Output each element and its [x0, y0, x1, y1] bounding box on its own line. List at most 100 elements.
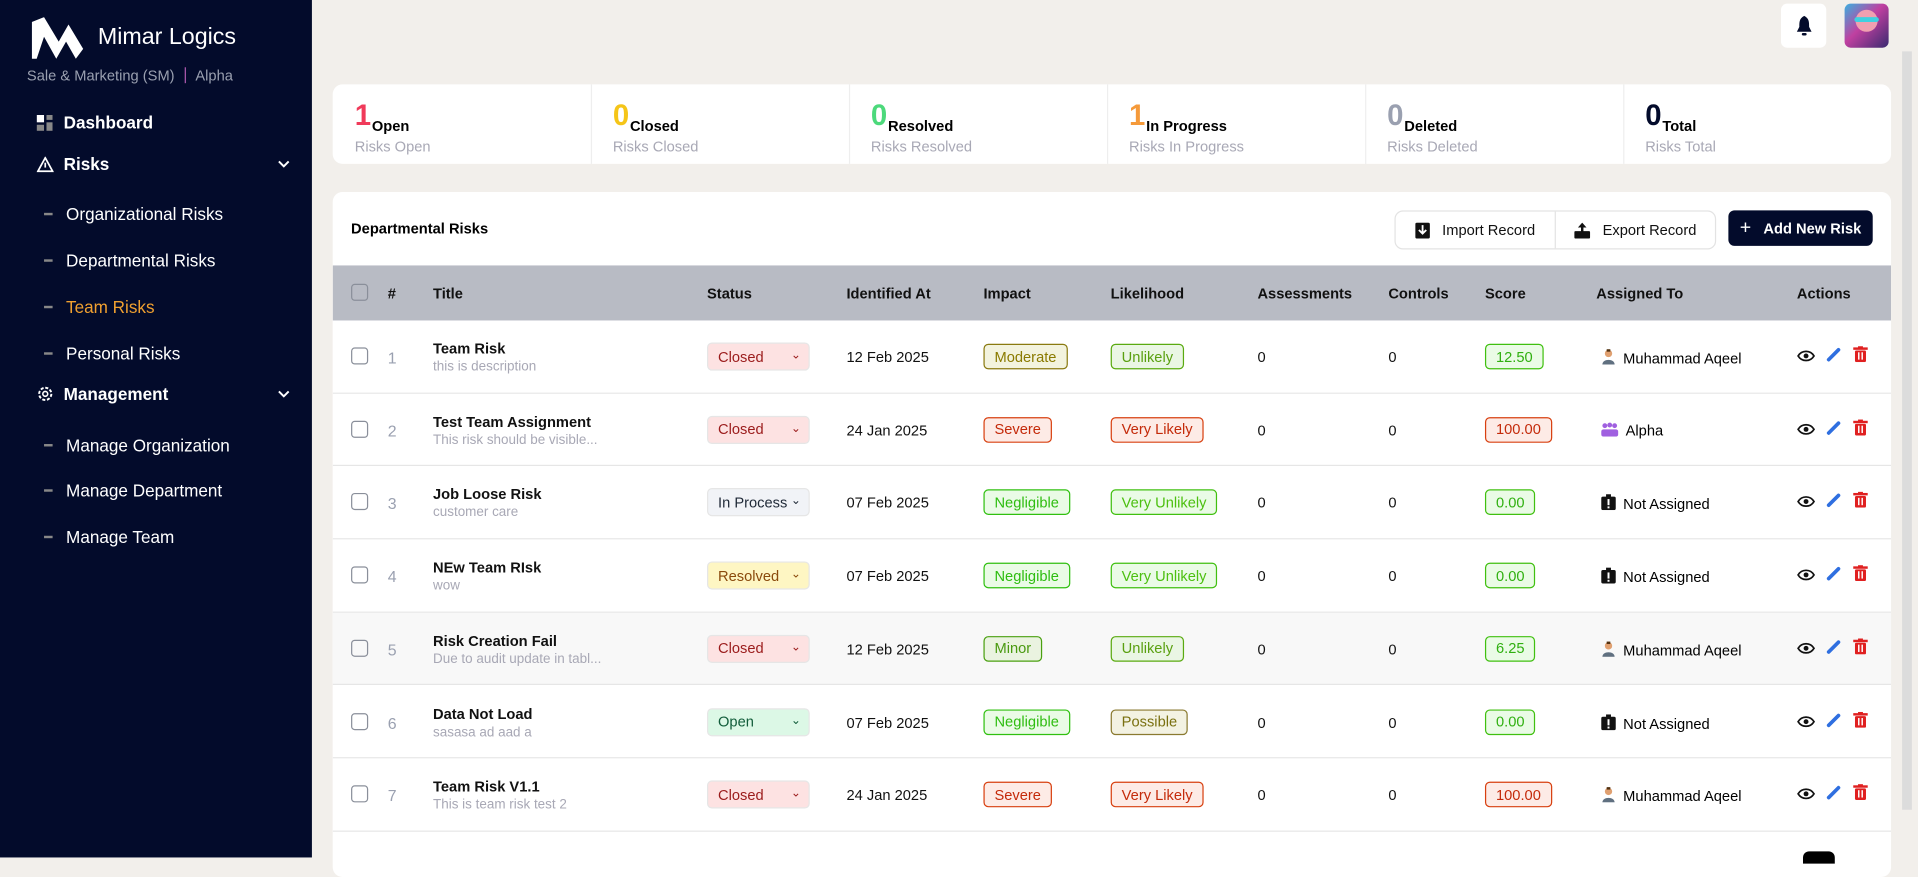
risk-title[interactable]: NEw Team RIsk — [433, 559, 542, 577]
risk-description: wow — [433, 578, 460, 594]
risk-title[interactable]: Job Loose Risk — [433, 486, 542, 504]
controls-count: 0 — [1388, 786, 1397, 804]
view-icon[interactable] — [1797, 346, 1816, 368]
row-actions — [1797, 419, 1868, 441]
row-checkbox[interactable] — [351, 712, 369, 730]
edit-icon[interactable] — [1826, 638, 1842, 660]
chevron-down-icon: ⌄ — [790, 567, 802, 582]
risk-description: sasasa ad aad a — [433, 724, 532, 740]
status-value: In Process — [718, 494, 788, 512]
sidebar-item-team-risks[interactable]: Team Risks — [0, 295, 312, 319]
delete-icon[interactable] — [1853, 346, 1868, 368]
notifications-button[interactable] — [1780, 3, 1827, 48]
sidebar-label: Team Risks — [66, 297, 155, 317]
sidebar-item-manage-team[interactable]: Manage Team — [0, 525, 312, 549]
row-checkbox[interactable] — [351, 493, 369, 511]
status-select[interactable]: Closed ⌄ — [707, 634, 810, 663]
score-badge: 0.00 — [1484, 708, 1536, 735]
delete-icon[interactable] — [1853, 638, 1868, 660]
impact-badge: Negligible — [983, 489, 1070, 516]
delete-icon[interactable] — [1853, 784, 1868, 806]
user-icon — [1601, 641, 1616, 661]
column-header-assessments: Assessments — [1257, 285, 1353, 303]
sidebar-item-organizational-risks[interactable]: Organizational Risks — [0, 202, 312, 226]
sidebar-item-personal-risks[interactable]: Personal Risks — [0, 341, 312, 365]
row-checkbox[interactable] — [351, 639, 369, 657]
sidebar-item-risks[interactable]: Risks — [0, 152, 312, 176]
add-new-risk-button[interactable]: + Add New Risk — [1728, 210, 1873, 246]
likelihood-badge: Very Likely — [1110, 416, 1204, 443]
chevron-down-icon: ⌄ — [790, 494, 802, 509]
bell-icon — [1796, 15, 1811, 36]
risk-title[interactable]: Team Risk V1.1 — [433, 778, 540, 796]
sidebar-item-manage-organization[interactable]: Manage Organization — [0, 433, 312, 457]
controls-count: 0 — [1388, 348, 1397, 366]
row-number: 4 — [387, 567, 397, 587]
row-checkbox[interactable] — [351, 420, 369, 438]
chevron-down-icon: ⌄ — [790, 640, 802, 655]
status-value: Open — [718, 713, 754, 731]
column-header-score: Score — [1484, 285, 1526, 303]
status-select[interactable]: Closed ⌄ — [707, 415, 810, 444]
row-checkbox[interactable] — [351, 785, 369, 803]
assigned-to: Alpha — [1601, 422, 1663, 440]
table-header: # Title Status Identified At Impact Likelihoo… — [332, 265, 1892, 321]
view-icon[interactable] — [1797, 419, 1816, 441]
chevron-down-icon — [278, 390, 290, 398]
stat-description: Risks Closed — [612, 138, 699, 156]
delete-icon[interactable] — [1853, 711, 1868, 733]
row-checkbox[interactable] — [351, 566, 369, 584]
delete-icon[interactable] — [1853, 565, 1868, 587]
status-select[interactable]: Closed ⌄ — [707, 342, 810, 371]
dashboard-icon — [36, 114, 54, 131]
view-icon[interactable] — [1797, 565, 1816, 587]
import-record-button[interactable]: Import Record — [1396, 211, 1556, 249]
sidebar-item-dashboard[interactable]: Dashboard — [0, 110, 312, 134]
select-all-checkbox[interactable] — [351, 283, 369, 301]
sidebar-label: Manage Department — [66, 480, 223, 501]
view-icon[interactable] — [1797, 638, 1816, 660]
impact-badge: Severe — [983, 781, 1052, 808]
stat-total: 0 Total Risks Total — [1623, 84, 1882, 164]
edit-icon[interactable] — [1826, 565, 1842, 587]
status-select[interactable]: Resolved ⌄ — [707, 561, 810, 590]
edit-icon[interactable] — [1826, 492, 1842, 514]
identified-date: 07 Feb 2025 — [846, 494, 929, 512]
status-select[interactable]: Open ⌄ — [707, 707, 810, 736]
assigned-to: Muhammad Aqeel — [1601, 641, 1742, 661]
edit-icon[interactable] — [1826, 711, 1842, 733]
row-checkbox[interactable] — [351, 347, 369, 365]
stat-value: 1 — [354, 99, 372, 133]
delete-icon[interactable] — [1853, 419, 1868, 441]
view-icon[interactable] — [1797, 711, 1816, 733]
risk-title[interactable]: Team Risk — [433, 340, 506, 358]
risk-title[interactable]: Data Not Load — [433, 705, 533, 723]
impact-badge: Negligible — [983, 708, 1070, 735]
view-icon[interactable] — [1797, 492, 1816, 514]
dash-icon — [44, 259, 53, 262]
dash-icon — [44, 444, 53, 447]
sidebar-item-departmental-risks[interactable]: Departmental Risks — [0, 248, 312, 272]
sidebar-item-management[interactable]: Management — [0, 382, 312, 406]
plus-icon: + — [1739, 217, 1752, 238]
user-avatar[interactable] — [1844, 3, 1889, 48]
stat-description: Risks In Progress — [1129, 138, 1245, 156]
scrollbar[interactable] — [1902, 51, 1912, 810]
risk-title[interactable]: Test Team Assignment — [433, 413, 591, 431]
view-icon[interactable] — [1797, 784, 1816, 806]
table-row: 7 Team Risk V1.1 This is team risk test 2 C… — [332, 758, 1892, 832]
risk-title[interactable]: Risk Creation Fail — [433, 632, 558, 650]
org-name: Sale & Marketing (SM) — [26, 67, 175, 85]
edit-icon[interactable] — [1826, 419, 1842, 441]
status-select[interactable]: In Process ⌄ — [707, 488, 810, 517]
pagination-button[interactable] — [1802, 851, 1835, 864]
export-record-button[interactable]: Export Record — [1556, 212, 1715, 249]
status-value: Resolved — [718, 567, 780, 585]
status-select[interactable]: Closed ⌄ — [707, 780, 810, 809]
edit-icon[interactable] — [1826, 784, 1842, 806]
edit-icon[interactable] — [1826, 346, 1842, 368]
delete-icon[interactable] — [1853, 492, 1868, 514]
column-header-impact: Impact — [983, 285, 1031, 303]
sidebar-item-manage-department[interactable]: Manage Department — [0, 478, 312, 502]
sidebar-label: Manage Organization — [66, 435, 230, 456]
